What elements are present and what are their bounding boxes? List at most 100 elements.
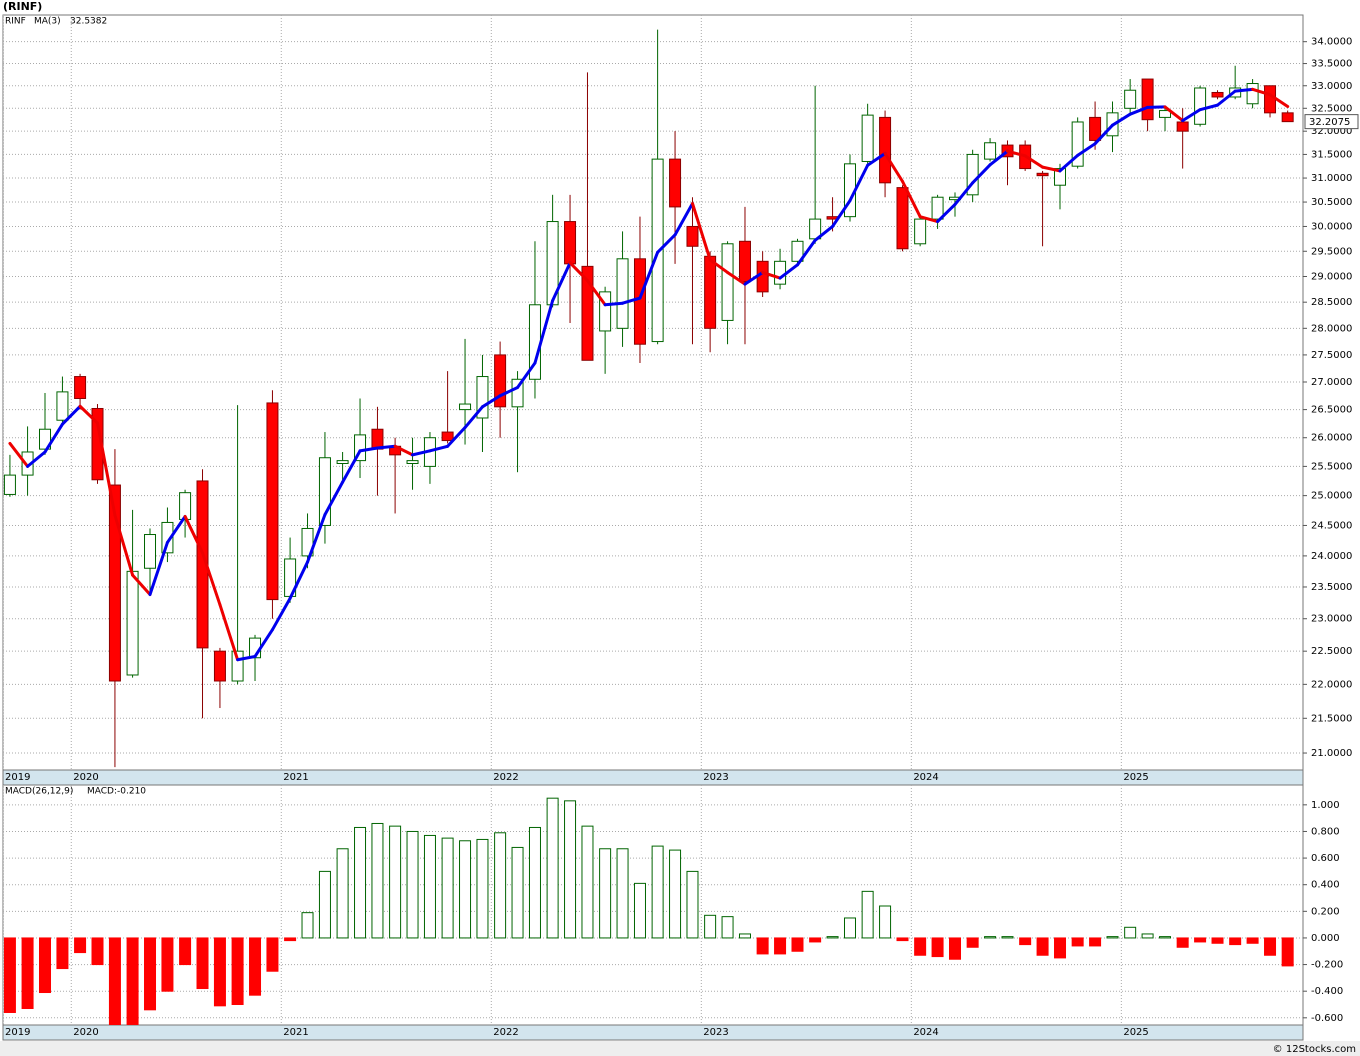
macd-bar	[1089, 937, 1102, 947]
y-tick-label: 0.800	[1311, 826, 1340, 837]
price-panel	[2, 14, 1304, 771]
candle-body	[1211, 91, 1224, 98]
y-tick-label: 27.5000	[1311, 350, 1352, 361]
candle-body	[441, 431, 454, 442]
candle-body	[39, 428, 52, 450]
ma-segment	[883, 151, 904, 183]
ma-segment	[761, 270, 782, 280]
ma-segment	[43, 422, 64, 454]
candle-body	[1176, 121, 1189, 132]
macd-bar	[459, 840, 472, 939]
x-tick-label: 2021	[283, 772, 308, 783]
ma-segment	[603, 301, 625, 307]
ma-segment	[8, 441, 30, 468]
macd-bar	[1194, 937, 1207, 943]
ma-segment	[533, 299, 555, 365]
ma-segment	[1023, 154, 1045, 169]
ma-segment	[1058, 153, 1080, 173]
last-price-label: 32.2075	[1309, 117, 1350, 128]
ma-segment	[726, 270, 747, 286]
ma-segment	[988, 149, 1010, 167]
macd-bar	[3, 937, 16, 1013]
macd-bar	[336, 848, 349, 939]
macd-bar	[126, 937, 139, 1025]
candle-body	[861, 114, 874, 162]
macd-bar	[669, 849, 682, 939]
date-strip	[2, 1024, 1304, 1041]
candle-body	[966, 153, 979, 196]
candle-body	[1264, 85, 1277, 114]
macd-bar	[56, 937, 69, 970]
ma-segment	[953, 181, 975, 206]
macd-bar	[108, 937, 121, 1025]
candle-body	[669, 158, 682, 208]
candle-body	[1054, 168, 1067, 186]
ma-segment	[341, 449, 362, 484]
ma-segment	[201, 551, 222, 607]
ma-segment	[96, 421, 117, 517]
y-tick-label: 0.400	[1311, 880, 1340, 891]
candle-body	[686, 225, 699, 247]
macd-bar	[809, 937, 822, 943]
macd-bar	[843, 917, 856, 939]
ma-segment	[690, 202, 712, 262]
ma-segment	[551, 261, 572, 303]
candle-body	[336, 460, 349, 465]
macd-bar	[879, 905, 892, 939]
candle-body	[791, 240, 804, 262]
candle-body	[984, 142, 997, 160]
date-strip	[2, 769, 1304, 786]
candle-body	[231, 650, 244, 682]
x-tick-label: 2019	[5, 772, 30, 783]
macd-bar	[1124, 926, 1137, 939]
candle-body	[511, 378, 524, 408]
candle-body	[56, 391, 69, 421]
x-tick-label: 2020	[73, 772, 98, 783]
price-plot	[3, 15, 1303, 770]
macd-bar	[389, 825, 402, 939]
candle-body	[564, 221, 577, 265]
candle-body	[774, 260, 787, 285]
macd-bar	[266, 937, 279, 972]
candle-body	[1124, 89, 1137, 109]
ma-segment	[428, 444, 450, 453]
y-tick-label: 21.5000	[1311, 713, 1352, 724]
y-tick-label: 31.5000	[1311, 149, 1352, 160]
candle-body	[1071, 121, 1084, 167]
x-tick-label: 2022	[493, 1027, 518, 1038]
y-tick-label: 34.0000	[1311, 37, 1352, 48]
candle-body	[74, 376, 87, 400]
ma-segment	[936, 202, 957, 224]
candle-body	[1089, 116, 1102, 141]
ma-segment	[113, 513, 135, 577]
ma-segment	[1111, 112, 1132, 127]
ma-segment	[673, 202, 694, 237]
y-tick-label: 24.5000	[1311, 520, 1352, 531]
y-tick-label: 23.0000	[1311, 614, 1352, 625]
ma-name: MA(3)	[34, 17, 61, 27]
macd-bar	[966, 937, 979, 948]
macd-bar	[756, 937, 769, 955]
ma-segment	[183, 514, 205, 555]
candle-body	[126, 570, 139, 676]
ma-segment	[393, 444, 415, 457]
ma-segment	[918, 215, 940, 224]
macd-bar	[249, 937, 262, 996]
x-tick-label: 2024	[913, 772, 938, 783]
macd-bar	[406, 830, 419, 939]
y-tick-label: 26.5000	[1311, 405, 1352, 416]
footer: © 12Stocks.com	[1273, 1044, 1356, 1055]
macd-bar	[1246, 937, 1259, 944]
y-tick-label: 30.0000	[1311, 221, 1352, 232]
macd-bar	[861, 890, 874, 939]
candle-body	[599, 291, 612, 332]
ma-segment	[743, 270, 765, 286]
ma-segment	[446, 426, 467, 448]
ma-segment	[795, 238, 817, 267]
y-tick-label: 0.200	[1311, 906, 1340, 917]
macd-bar	[1159, 936, 1172, 939]
ma-segment	[1233, 87, 1255, 93]
macd-bar	[1106, 936, 1119, 939]
candle-body	[354, 434, 367, 462]
